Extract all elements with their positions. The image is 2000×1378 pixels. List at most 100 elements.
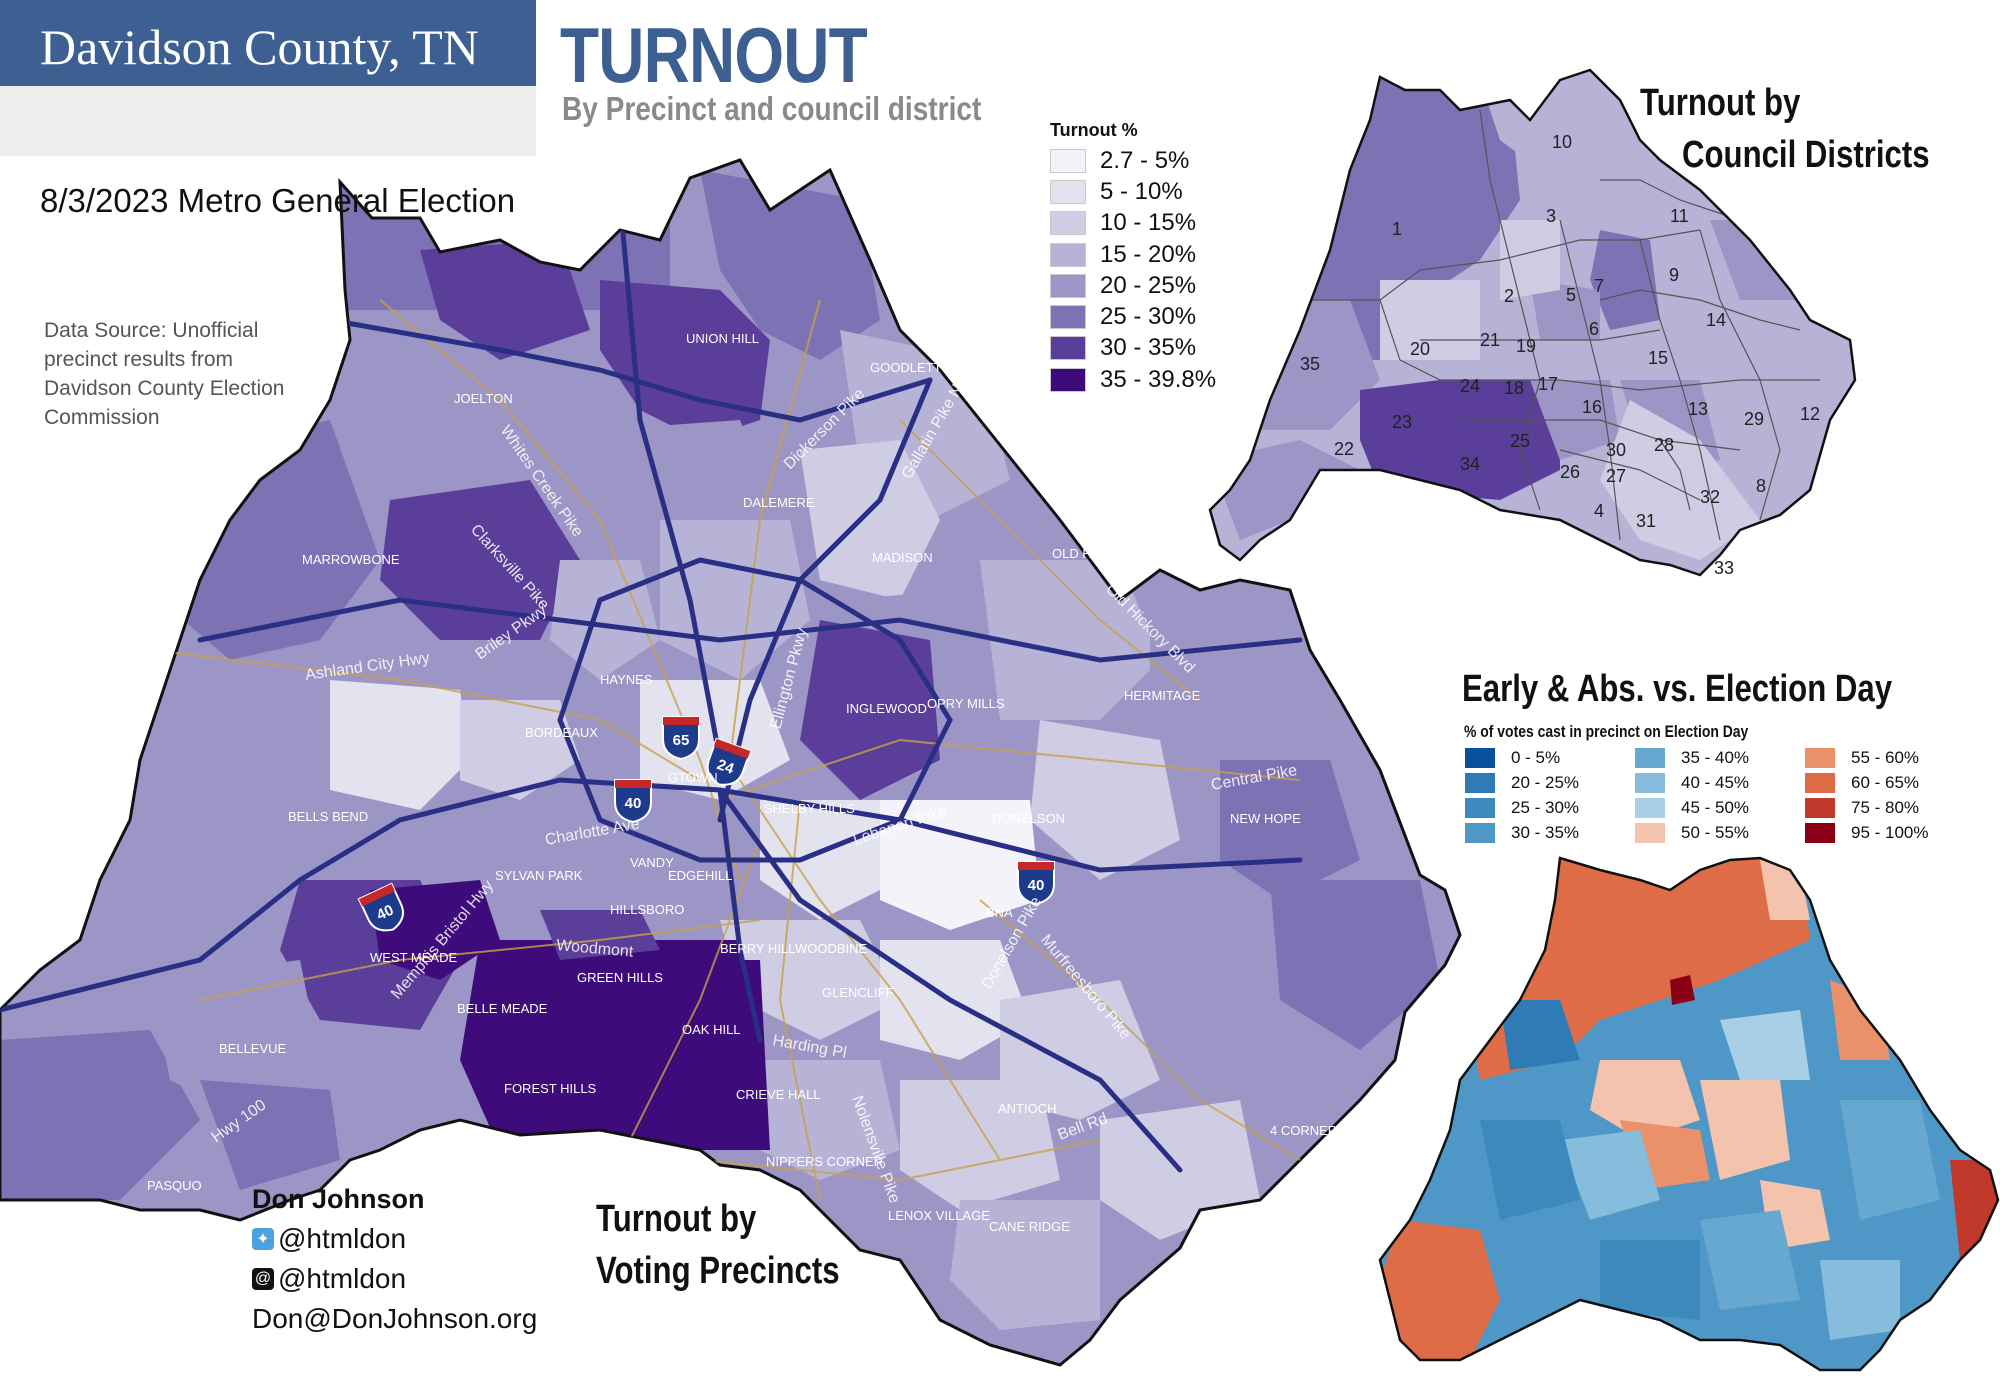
legend-label: 15 - 20%	[1100, 240, 1197, 268]
early-legend-swatch	[1635, 773, 1665, 793]
early-legend-label: 55 - 60%	[1851, 748, 1920, 767]
place-label: DONELSON	[992, 811, 1065, 826]
legend-swatch	[1050, 367, 1086, 392]
place-label: CRIEVE HALL	[736, 1087, 821, 1102]
place-label: HERMITAGE	[1124, 688, 1201, 703]
threads-handle[interactable]: @htmldon	[278, 1263, 407, 1294]
legend-item: 30 - 35%	[1050, 333, 1216, 364]
interstate-shields: 65 24 40 40 40	[357, 716, 1055, 932]
place-label: SYLVAN PARK	[495, 868, 583, 883]
place-label: GTOWN	[668, 770, 718, 785]
place-label: INGLEWOOD	[846, 701, 927, 716]
early-legend-label: 95 - 100%	[1851, 823, 1929, 842]
place-label: UNION HILL	[686, 331, 759, 346]
place-label: MARROWBONE	[302, 552, 400, 567]
legend-swatch	[1050, 211, 1086, 236]
place-label: ANTIOCH	[998, 1101, 1057, 1116]
legend-item: 10 - 15%	[1050, 208, 1216, 239]
legend-label: 25 - 30%	[1100, 303, 1197, 331]
early-legend-label: 40 - 45%	[1681, 773, 1750, 792]
place-label: BELLE MEADE	[457, 1001, 548, 1016]
legend-item: 35 - 39.8%	[1050, 364, 1216, 395]
main-title: TURNOUT	[560, 11, 868, 99]
shield-label: 40	[1028, 877, 1045, 894]
main-subtitle: By Precinct and council district	[562, 90, 982, 127]
early-legend-item: 95 - 100%	[1805, 823, 1929, 843]
legend-swatch	[1050, 242, 1086, 267]
twitter-handle-row[interactable]: ✦ @htmldon	[252, 1223, 537, 1255]
early-legend-label: 0 - 5%	[1511, 748, 1561, 767]
author-email[interactable]: Don@DonJohnson.org	[252, 1303, 538, 1334]
early-legend-item: 45 - 50%	[1635, 798, 1749, 818]
author-name: Don Johnson	[252, 1184, 425, 1214]
legend-item: 2.7 - 5%	[1050, 145, 1216, 176]
legend-swatch	[1050, 305, 1086, 330]
early-legend-swatch	[1635, 748, 1665, 768]
place-labels: UNION HILL GOODLETTSVILLE JOELTON DALEME…	[147, 331, 1346, 1234]
early-vote-legend: 0 - 5% 20 - 25% 25 - 30% 30 - 35% 35 - 40% 40…	[1465, 748, 1965, 848]
election-title: 8/3/2023 Metro General Election	[40, 182, 516, 219]
election-banner: 8/3/2023 Metro General Election	[0, 86, 536, 219]
legend-swatch	[1050, 336, 1086, 361]
early-legend-item: 40 - 45%	[1635, 773, 1749, 793]
early-legend-label: 60 - 65%	[1851, 773, 1920, 792]
early-map-title: Early & Abs. vs. Election Day	[1462, 668, 1893, 710]
legend-item: 20 - 25%	[1050, 270, 1216, 301]
legend-title: Turnout %	[1050, 120, 1138, 140]
place-label: HAYNES	[600, 672, 653, 687]
place-label: JOELTON	[454, 391, 513, 406]
source-note: Data Source: Unofficial precinct results…	[44, 319, 285, 429]
legend-label: 35 - 39.8%	[1100, 365, 1217, 393]
early-legend-swatch	[1465, 823, 1495, 843]
threads-handle-row[interactable]: @ @htmldon	[252, 1263, 537, 1295]
place-label: BORDEAUX	[525, 725, 598, 740]
early-legend-item: 60 - 65%	[1805, 773, 1919, 793]
legend-swatch	[1050, 148, 1086, 173]
legend-label: 2.7 - 5%	[1100, 146, 1190, 174]
place-label: CANE RIDGE	[989, 1219, 1070, 1234]
place-label: BNA	[986, 905, 1013, 920]
precinct-map-title: Turnout by	[596, 1198, 757, 1240]
place-label: WOODBINE	[795, 941, 868, 956]
author-block: Don Johnson ✦ @htmldon @ @htmldon Don@Do…	[252, 1184, 537, 1335]
early-legend-swatch	[1465, 748, 1495, 768]
place-label: OLD HICKORY	[1052, 546, 1142, 561]
legend-label: 30 - 35%	[1100, 334, 1197, 362]
twitter-icon: ✦	[252, 1228, 274, 1250]
place-label: MADISON	[872, 550, 933, 565]
legend-item: 25 - 30%	[1050, 301, 1216, 332]
threads-icon: @	[252, 1268, 274, 1290]
early-legend-swatch	[1465, 773, 1495, 793]
place-label: PASQUO	[147, 1178, 202, 1193]
early-legend-label: 30 - 35%	[1511, 823, 1580, 842]
place-label: BERRY HILL	[720, 941, 795, 956]
early-legend-item: 50 - 55%	[1635, 823, 1749, 843]
early-legend-label: 75 - 80%	[1851, 798, 1920, 817]
title-box: Davidson County, TN 8/3/2023 Metro Gener…	[0, 0, 536, 219]
early-legend-swatch	[1635, 798, 1665, 818]
road-label: Woodmont	[556, 937, 635, 961]
early-legend-swatch	[1465, 798, 1495, 818]
legend-label: 5 - 10%	[1100, 177, 1183, 205]
legend-label: 10 - 15%	[1100, 209, 1197, 237]
early-legend-item: 35 - 40%	[1635, 748, 1749, 768]
precinct-map-title-line2: Voting Precincts	[596, 1250, 840, 1292]
legend-swatch	[1050, 273, 1086, 298]
place-label: NEW HOPE	[1230, 811, 1301, 826]
early-map-subtitle: % of votes cast in precinct on Election …	[1464, 722, 1749, 741]
place-label: DALEMERE	[743, 495, 815, 510]
place-label: FOREST HILLS	[504, 1081, 597, 1096]
early-legend-swatch	[1635, 823, 1665, 843]
early-legend-item: 25 - 30%	[1465, 798, 1579, 818]
place-label: GLENCLIFF	[822, 985, 894, 1000]
road-label: Old Hickory Blvd	[575, 1142, 694, 1175]
shield-label: 65	[673, 732, 690, 749]
council-map-title-line2: Council Districts	[1682, 134, 1930, 176]
twitter-handle[interactable]: @htmldon	[278, 1223, 407, 1254]
early-legend-item: 55 - 60%	[1805, 748, 1919, 768]
place-label: EDGEHILL	[668, 868, 732, 883]
early-legend-swatch	[1805, 823, 1835, 843]
shield-label: 40	[625, 795, 642, 812]
early-legend-swatch	[1805, 773, 1835, 793]
place-label: OAK HILL	[682, 1022, 741, 1037]
